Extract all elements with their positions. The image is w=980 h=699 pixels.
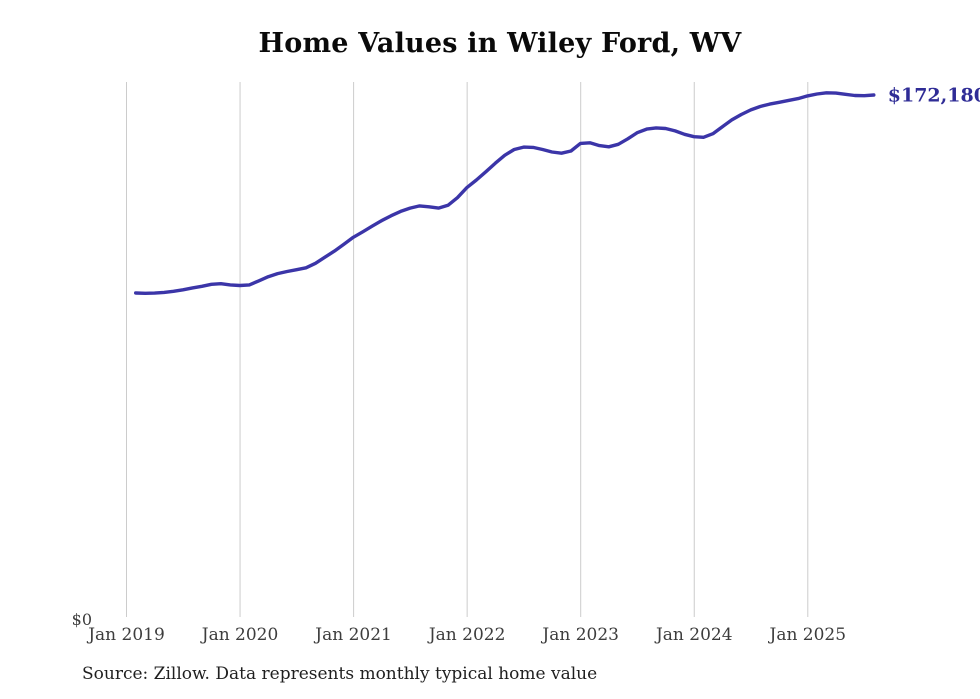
x-tick-label: Jan 2024 — [654, 625, 733, 645]
source-note: Source: Zillow. Data represents monthly … — [82, 664, 598, 684]
home-value-line — [134, 91, 876, 295]
current-value-label: $172,180 — [888, 85, 980, 107]
y-axis-zero-label: $0 — [72, 610, 92, 629]
x-tick-label: Jan 2019 — [86, 625, 165, 645]
x-tick-label: Jan 2021 — [313, 625, 392, 645]
x-tick-label: Jan 2025 — [768, 625, 847, 645]
chart-title: Home Values in Wiley Ford, WV — [258, 28, 742, 59]
x-tick-label: Jan 2020 — [200, 625, 279, 645]
x-tick-label: Jan 2022 — [427, 625, 506, 645]
x-tick-label: Jan 2023 — [540, 625, 619, 645]
